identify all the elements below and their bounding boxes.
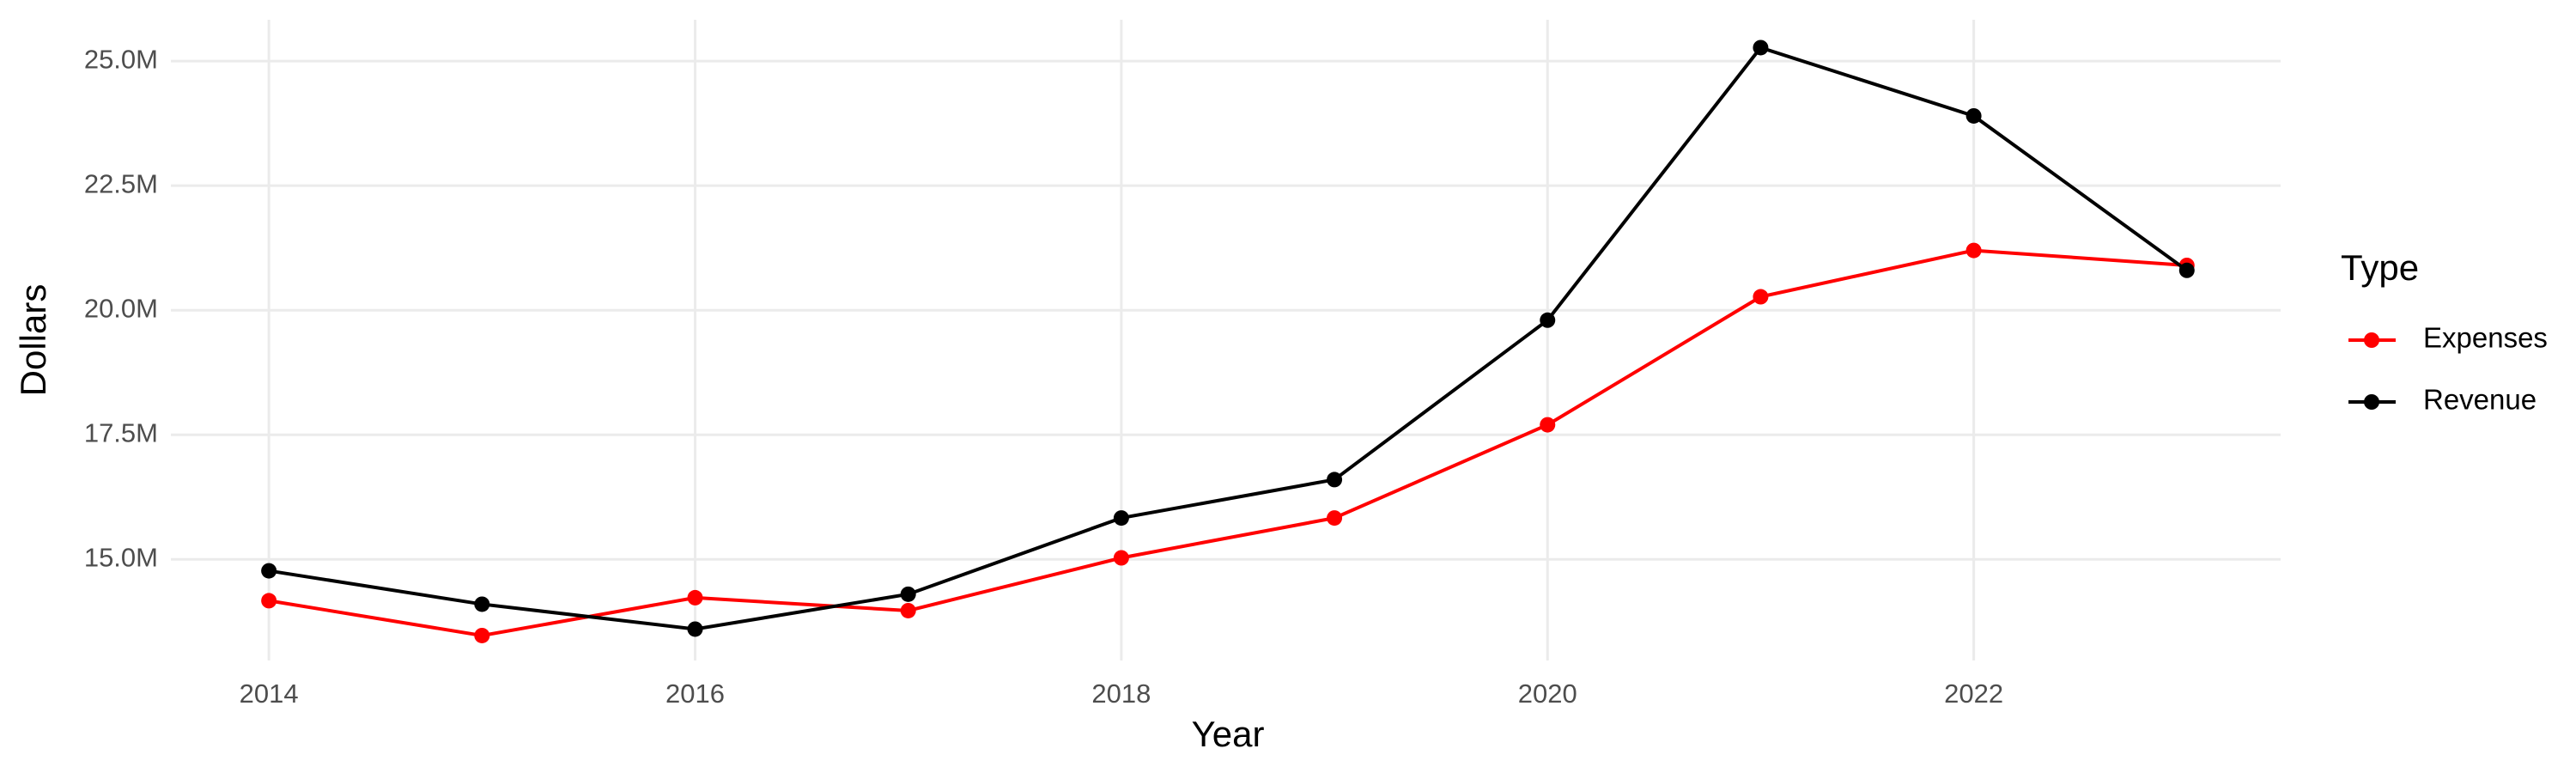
x-tick-label: 2016 [665,679,725,709]
legend-title: Type [2341,247,2419,288]
data-point [1540,417,1556,433]
x-tick-label: 2020 [1518,679,1577,709]
legend-point [2364,394,2379,410]
legend-point [2364,332,2379,348]
y-axis-title: Dollars [13,284,53,397]
data-point [1965,107,1982,124]
y-tick-label: 15.0M [84,542,158,572]
data-point [900,586,916,602]
y-tick-label: 17.5M [84,417,158,447]
series-line [268,46,2188,631]
data-point [1753,289,1769,305]
data-point [261,563,277,579]
data-point [687,621,703,637]
data-point [2178,262,2195,278]
series-line [268,248,2187,638]
data-point [1540,312,1556,328]
y-tick-label: 20.0M [84,293,158,323]
data-point [1113,510,1129,526]
data-point [900,602,916,618]
data-point [1327,510,1343,526]
x-axis-title: Year [1192,714,1265,754]
legend-label: Revenue [2423,384,2537,416]
data-point [1113,550,1129,566]
data-point [261,593,277,609]
data-point [474,596,490,612]
data-point [474,627,490,643]
data-point [1753,40,1769,56]
legend-label: Expenses [2423,322,2548,354]
data-point [687,589,703,606]
data-point [1965,242,1982,259]
x-tick-label: 2022 [1944,679,2003,709]
y-tick-label: 25.0M [84,44,158,74]
y-tick-label: 22.5M [84,168,158,198]
x-tick-label: 2018 [1091,679,1151,709]
data-point [1327,472,1343,488]
x-tick-label: 2014 [240,679,299,709]
